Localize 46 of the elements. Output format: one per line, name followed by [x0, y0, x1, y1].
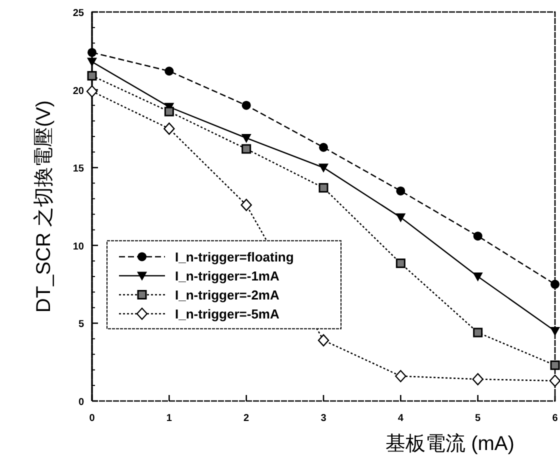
point — [473, 328, 483, 338]
point — [242, 144, 252, 154]
point — [319, 142, 328, 152]
point — [164, 122, 175, 135]
point — [396, 258, 406, 268]
x-tick-label: 2 — [244, 413, 250, 424]
point — [88, 48, 96, 57]
legend-label: I_n-trigger=-5mA — [175, 306, 280, 322]
point — [318, 183, 328, 193]
legend-label: I_n-trigger=-1mA — [175, 268, 280, 284]
y-tick-label: 0 — [78, 397, 84, 408]
y-axis-title: DT_SCR 之切換電壓(V) — [33, 100, 55, 313]
x-tick-label: 1 — [166, 413, 172, 424]
point — [395, 370, 406, 382]
point — [550, 326, 560, 336]
point — [87, 58, 97, 67]
legend-label: I_n-trigger=-2mA — [175, 288, 280, 303]
y-tick-label: 10 — [72, 241, 84, 252]
y-tick-label: 5 — [78, 319, 84, 330]
y-tick-label: 20 — [72, 86, 84, 97]
point — [549, 374, 560, 387]
point — [164, 106, 174, 116]
point — [396, 213, 406, 222]
point — [87, 71, 97, 81]
x-tick-label: 4 — [398, 413, 404, 424]
y-tick-label: 15 — [72, 164, 84, 175]
point — [472, 272, 483, 282]
point — [318, 164, 328, 173]
point — [473, 232, 482, 241]
x-tick-label: 0 — [89, 413, 96, 424]
point — [318, 334, 330, 346]
x-tick-label: 6 — [552, 413, 558, 424]
point — [164, 66, 174, 76]
legend-label: I_n-trigger=floating — [175, 250, 294, 265]
point — [241, 134, 252, 144]
point — [550, 280, 560, 289]
point — [550, 360, 560, 370]
x-tick-label: 5 — [475, 413, 482, 424]
point — [472, 373, 484, 386]
y-tick-label: 25 — [72, 8, 84, 19]
point — [242, 100, 251, 110]
point — [396, 186, 406, 196]
point — [240, 198, 252, 212]
x-axis-title: 基板電流 (mA) — [386, 433, 514, 455]
point — [86, 85, 98, 98]
x-tick-label: 3 — [320, 413, 327, 424]
